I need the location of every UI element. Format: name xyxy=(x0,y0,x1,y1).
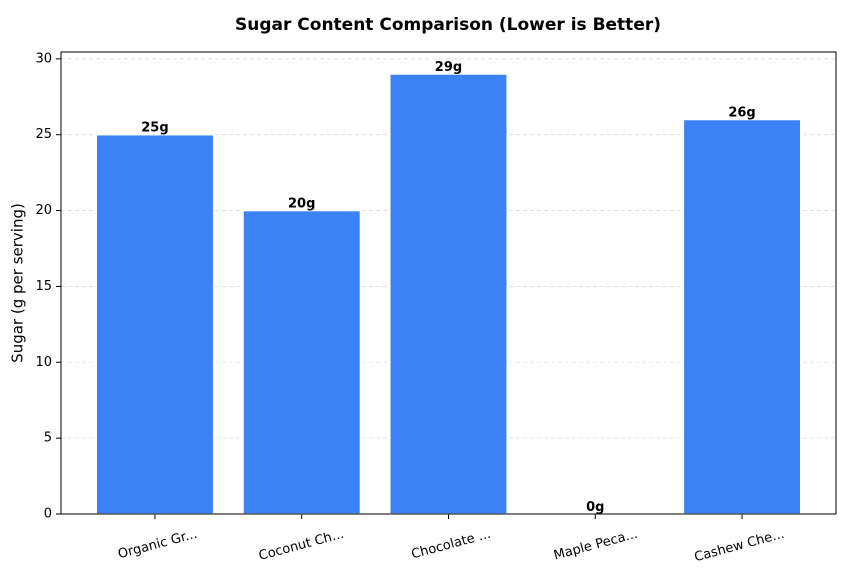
bar xyxy=(682,118,802,515)
x-tick-label: Chocolate ... xyxy=(410,527,493,563)
y-tick-label: 10 xyxy=(35,355,52,370)
bar xyxy=(242,209,362,515)
plot-frame xyxy=(60,51,837,515)
y-tick-label: 0 xyxy=(44,507,52,522)
x-tick-label: Cashew Che... xyxy=(693,527,786,565)
value-label: 29g xyxy=(435,60,462,75)
x-tick-label: Maple Peca... xyxy=(552,527,639,564)
value-label: 0g xyxy=(586,500,604,515)
x-tick-label: Coconut Ch... xyxy=(257,527,345,564)
value-label: 20g xyxy=(288,197,315,212)
y-tick-label: 30 xyxy=(35,51,52,66)
value-label: 26g xyxy=(728,106,755,121)
x-tick-label: Organic Gr... xyxy=(116,527,198,563)
value-label: 25g xyxy=(141,121,168,136)
y-tick-label: 25 xyxy=(35,127,52,142)
bar xyxy=(389,73,508,515)
y-tick-label: 5 xyxy=(44,431,52,446)
chart-title: Sugar Content Comparison (Lower is Bette… xyxy=(235,15,661,35)
y-axis-label: Sugar (g per serving) xyxy=(9,203,27,363)
y-tick-label: 15 xyxy=(35,279,52,294)
y-tick-label: 20 xyxy=(35,203,52,218)
bar xyxy=(95,133,215,515)
